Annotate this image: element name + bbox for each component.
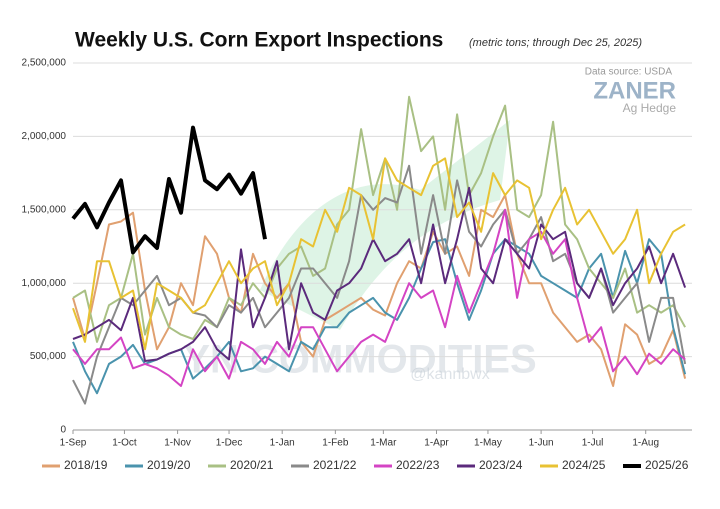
legend-label: 2021/22 — [313, 458, 357, 472]
series-line — [72, 186, 687, 362]
x-tick-label: 1-Aug — [632, 438, 659, 449]
x-tick-label: 1-Oct — [112, 438, 137, 449]
logo-text: ZANER — [593, 77, 676, 104]
legend-label: 2019/20 — [147, 458, 191, 472]
y-tick-label: 0 — [60, 425, 66, 436]
x-tick-label: 1-Dec — [216, 438, 243, 449]
x-tick-label: 1-Jun — [529, 438, 554, 449]
series-line — [72, 95, 686, 343]
y-tick-label: 2,000,000 — [22, 131, 67, 142]
legend-label: 2024/25 — [562, 458, 606, 472]
watermark-text: YN COMMODITIES — [183, 338, 536, 382]
x-tick-label: 1-May — [474, 438, 502, 449]
x-tick-label: 1-Feb — [322, 438, 349, 449]
chart-subtitle: (metric tons; through Dec 25, 2025) — [469, 37, 642, 49]
legend-label: 2022/23 — [396, 458, 440, 472]
series-line — [71, 125, 267, 255]
y-tick-label: 500,000 — [30, 351, 67, 362]
logo-subtext: Ag Hedge — [623, 101, 677, 115]
legend-label: 2023/24 — [479, 458, 523, 472]
y-tick-label: 2,500,000 — [22, 58, 67, 69]
legend-label: 2018/19 — [64, 458, 108, 472]
legend-label: 2025/26 — [645, 458, 689, 472]
y-tick-label: 1,000,000 — [22, 278, 67, 289]
series-line — [72, 194, 687, 387]
x-tick-label: 1-Apr — [424, 438, 449, 449]
watermark-handle: @kannbwx — [410, 366, 489, 383]
x-tick-label: 1-Sep — [60, 438, 87, 449]
series-line — [72, 157, 686, 351]
x-tick-label: 1-Jan — [270, 438, 295, 449]
series-line — [72, 208, 686, 387]
y-tick-label: 1,500,000 — [22, 204, 67, 215]
x-tick-label: 1-Mar — [370, 438, 397, 449]
x-tick-label: 1-Jul — [582, 438, 604, 449]
source-note: Data source: USDA — [585, 67, 673, 78]
x-tick-label: 1-Nov — [164, 438, 191, 449]
legend-label: 2020/21 — [230, 458, 274, 472]
chart-title: Weekly U.S. Corn Export Inspections — [75, 29, 443, 52]
